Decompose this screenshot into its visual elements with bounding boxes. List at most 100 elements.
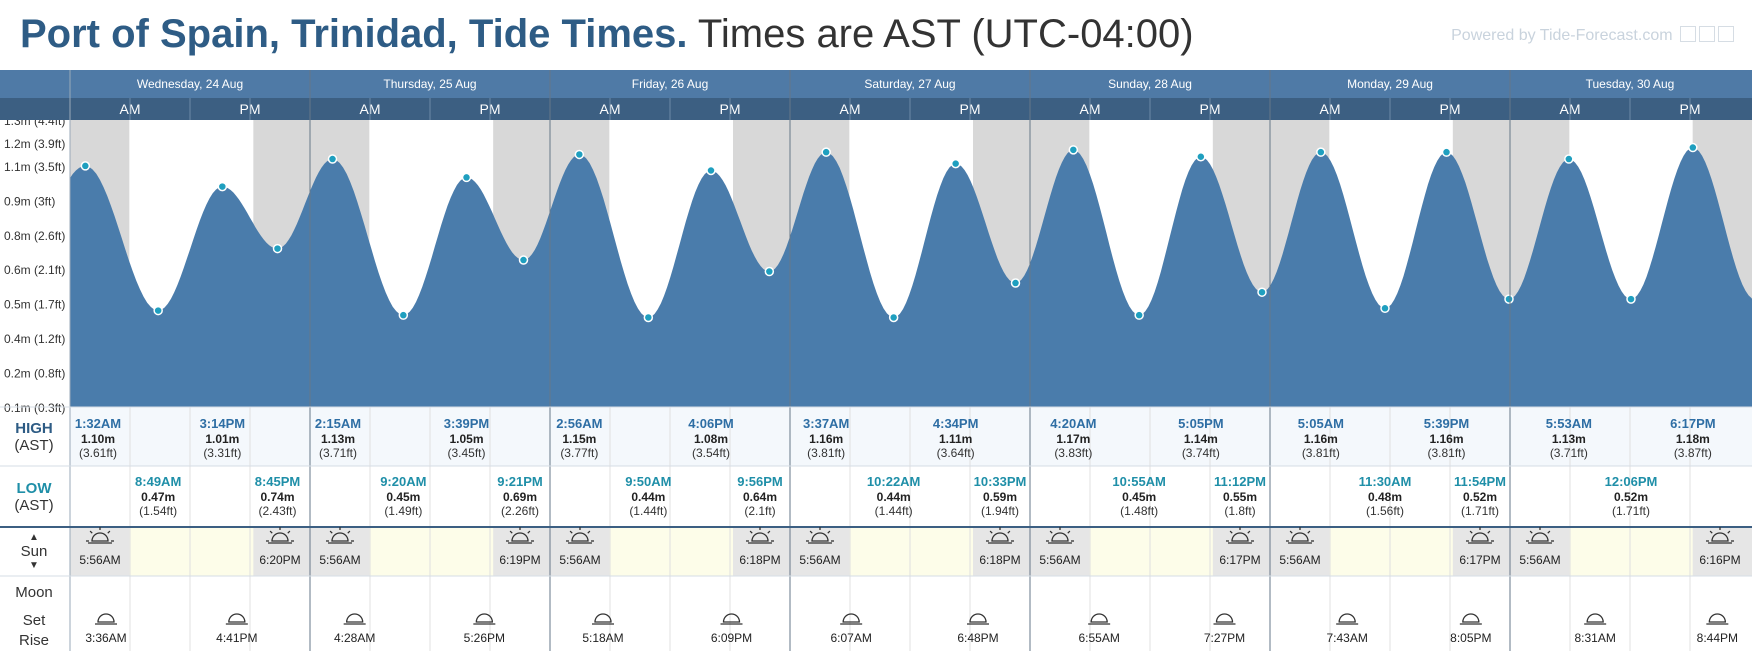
tide-point[interactable] bbox=[518, 255, 529, 265]
tide-point[interactable] bbox=[1257, 287, 1267, 297]
tide-point[interactable] bbox=[764, 266, 775, 277]
moonrise-time: 6:07AM bbox=[830, 631, 871, 645]
moonrise-icon bbox=[97, 613, 115, 623]
low-tide-height-m: 0.44m bbox=[877, 490, 911, 504]
tide-point[interactable] bbox=[1316, 147, 1326, 157]
day-header: Monday, 29 Aug bbox=[1347, 77, 1433, 91]
tide-point[interactable] bbox=[706, 165, 716, 176]
low-tide-time: 9:20AM bbox=[380, 474, 426, 489]
low-tide-time: 11:12PM bbox=[1214, 474, 1266, 489]
tide-point[interactable] bbox=[1688, 142, 1698, 153]
sunrise-icon bbox=[811, 532, 829, 542]
sun-night-shade bbox=[1212, 527, 1330, 576]
low-label: LOW bbox=[16, 480, 52, 497]
sunset-icon bbox=[751, 532, 769, 542]
low-tide-height-ft: (2.1ft) bbox=[744, 504, 775, 518]
tide-point[interactable] bbox=[217, 181, 228, 192]
high-tide-height-m: 1.11m bbox=[939, 432, 972, 446]
y-axis-label: 1.1m (3.5ft) bbox=[4, 160, 65, 174]
sunrise-icon-ray bbox=[347, 530, 351, 534]
tide-point[interactable] bbox=[327, 154, 338, 164]
sunrise-icon-ray bbox=[1529, 530, 1533, 534]
tide-point[interactable] bbox=[153, 305, 163, 316]
tide-point[interactable] bbox=[1626, 294, 1636, 304]
tide-point[interactable] bbox=[1504, 294, 1514, 304]
low-tide-height-ft: (1.71ft) bbox=[1612, 504, 1650, 518]
low-tide-time: 8:49AM bbox=[135, 474, 181, 489]
high-tide-height-m: 1.16m bbox=[809, 432, 843, 446]
high-tide-height-m: 1.16m bbox=[1304, 432, 1338, 446]
sun-up-arrow-icon: ▲ bbox=[29, 532, 39, 543]
tide-point[interactable] bbox=[1134, 310, 1144, 320]
low-tide-time: 12:06PM bbox=[1605, 474, 1658, 489]
sunset-time: 6:18PM bbox=[739, 553, 780, 567]
tide-point[interactable] bbox=[80, 161, 91, 171]
tide-point[interactable] bbox=[821, 147, 831, 157]
y-axis-label: 1.2m (3.9ft) bbox=[4, 137, 65, 151]
low-tide-height-ft: (1.8ft) bbox=[1224, 504, 1255, 518]
high-row-bg bbox=[70, 407, 1752, 466]
low-label-block: LOW (AST) bbox=[0, 480, 68, 514]
y-axis-label: 0.9m (3ft) bbox=[4, 194, 55, 208]
tide-point[interactable] bbox=[398, 310, 409, 320]
tide-point[interactable] bbox=[1564, 154, 1574, 164]
tide-point[interactable] bbox=[888, 312, 899, 323]
tide-area bbox=[70, 147, 1752, 407]
sunrise-time: 5:56AM bbox=[1279, 553, 1320, 567]
sunrise-icon-ray bbox=[1547, 530, 1551, 534]
sunrise-icon-ray bbox=[1067, 530, 1071, 534]
high-tide-height-m: 1.01m bbox=[205, 432, 239, 446]
high-tide-height-m: 1.15m bbox=[562, 432, 596, 446]
tide-point[interactable] bbox=[950, 158, 961, 169]
high-tide-height-m: 1.16m bbox=[1429, 432, 1463, 446]
low-tide-height-ft: (2.43ft) bbox=[258, 504, 296, 518]
logo-icon bbox=[1680, 26, 1696, 42]
low-tide-height-ft: (1.94ft) bbox=[981, 504, 1019, 518]
low-tide-height-m: 0.59m bbox=[983, 490, 1017, 504]
sunset-icon bbox=[991, 532, 1009, 542]
y-axis-label: 0.6m (2.1ft) bbox=[4, 263, 65, 277]
low-tide-height-m: 0.48m bbox=[1368, 490, 1402, 504]
tide-point[interactable] bbox=[272, 243, 283, 254]
moon-rise-label: Rise bbox=[18, 632, 49, 649]
sunset-icon bbox=[271, 532, 289, 542]
tide-point[interactable] bbox=[1441, 147, 1452, 157]
day-header: Friday, 26 Aug bbox=[632, 77, 709, 91]
sunset-icon-ray bbox=[1727, 530, 1731, 534]
day-header: Saturday, 27 Aug bbox=[864, 77, 955, 91]
high-tide-time: 4:20AM bbox=[1050, 416, 1096, 431]
sunrise-icon-ray bbox=[329, 530, 333, 534]
powered-by[interactable]: Powered by Tide-Forecast.com bbox=[1451, 26, 1734, 45]
sunset-time: 6:17PM bbox=[1219, 553, 1260, 567]
low-tide-time: 10:33PM bbox=[974, 474, 1027, 489]
y-axis-label: 0.4m (1.2ft) bbox=[4, 332, 65, 346]
low-tide-height-m: 0.47m bbox=[141, 490, 175, 504]
tide-point[interactable] bbox=[1010, 278, 1021, 288]
day-header: Thursday, 25 Aug bbox=[383, 77, 476, 91]
tide-point[interactable] bbox=[643, 312, 654, 323]
tide-point[interactable] bbox=[1380, 303, 1390, 314]
high-tide-time: 5:39PM bbox=[1424, 416, 1470, 431]
sunrise-time: 5:56AM bbox=[79, 553, 120, 567]
sunset-icon-ray bbox=[1487, 530, 1491, 534]
tide-point[interactable] bbox=[461, 172, 472, 183]
low-tide-height-m: 0.45m bbox=[386, 490, 420, 504]
sunrise-icon-ray bbox=[827, 530, 831, 534]
moonset-time: 8:05PM bbox=[1450, 631, 1491, 645]
sunset-icon bbox=[1471, 532, 1489, 542]
sunset-time: 6:20PM bbox=[259, 553, 300, 567]
low-tide-time: 10:22AM bbox=[867, 474, 920, 489]
tide-point[interactable] bbox=[1196, 151, 1206, 162]
high-tide-time: 6:17PM bbox=[1670, 416, 1716, 431]
tide-point[interactable] bbox=[1068, 145, 1079, 155]
low-tide-height-ft: (1.49ft) bbox=[384, 504, 422, 518]
tide-point[interactable] bbox=[574, 149, 585, 160]
sunrise-icon-ray bbox=[89, 530, 93, 534]
moonset-icon bbox=[228, 613, 246, 623]
low-tide-time: 8:45PM bbox=[255, 474, 301, 489]
low-tide-height-m: 0.44m bbox=[631, 490, 665, 504]
moonset-time: 7:27PM bbox=[1204, 631, 1245, 645]
sun-night-shade bbox=[1452, 527, 1570, 576]
high-tide-height-ft: (3.54ft) bbox=[692, 446, 730, 460]
page-header: Port of Spain, Trinidad, Tide Times. Tim… bbox=[0, 0, 1752, 70]
